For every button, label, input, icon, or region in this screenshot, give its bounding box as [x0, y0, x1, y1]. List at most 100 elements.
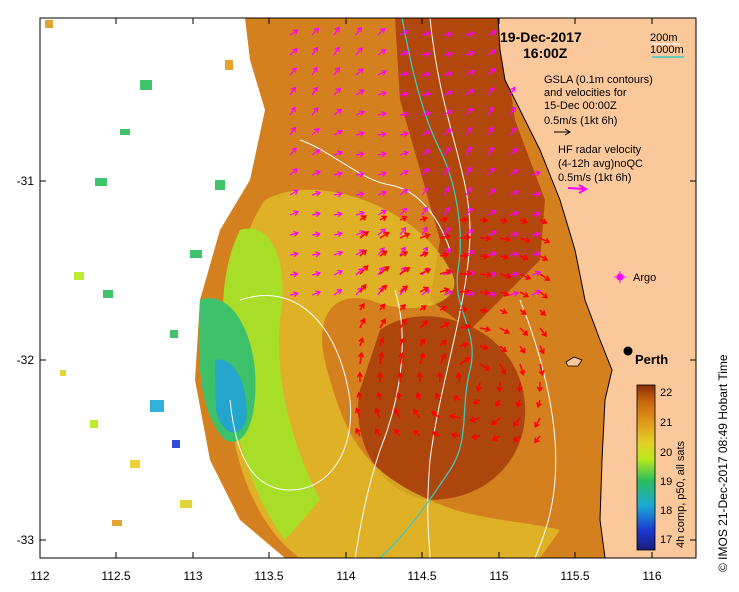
hf-arrow	[459, 288, 471, 295]
gsla-arrow	[421, 30, 432, 37]
hf-arrow	[379, 231, 390, 239]
hf-arrow	[499, 327, 510, 334]
perth-marker	[623, 346, 633, 356]
hf-arrow	[399, 318, 407, 329]
hf-arrow	[396, 391, 403, 401]
x-tick-label: 113.5	[254, 569, 283, 583]
hf-arrow	[399, 267, 411, 275]
hf-arrow	[398, 351, 405, 365]
gsla-arrow	[443, 109, 453, 116]
hf-arrow	[499, 272, 512, 280]
gsla-arrow	[509, 127, 517, 136]
gsla-arrow	[399, 150, 410, 157]
gsla-arrow	[509, 231, 519, 238]
gsla-arrow	[509, 251, 519, 258]
sst-scatter	[45, 20, 233, 526]
gsla-arrow	[311, 106, 319, 116]
gsla-arrow	[465, 166, 472, 176]
hf-arrow	[354, 407, 361, 419]
gsla-arrow	[487, 49, 497, 56]
hf-arrow	[519, 254, 529, 261]
gsla-arrow	[355, 110, 366, 116]
hf-arrow	[359, 231, 370, 239]
gsla-arrow	[289, 86, 296, 96]
hf-arrow	[513, 417, 521, 428]
hf-radar-velocity-arrows	[354, 215, 551, 444]
isobath-200m	[379, 18, 473, 558]
gsla-arrow	[487, 188, 496, 196]
gsla-arrow	[377, 190, 388, 196]
gsla-arrow	[355, 191, 365, 198]
gsla-arrow	[421, 91, 431, 98]
hf-arrow	[379, 284, 388, 293]
legend-200m-label: 200m	[650, 32, 678, 44]
hf-arrow	[439, 216, 449, 223]
gsla-arrow	[399, 50, 410, 57]
gsla-arrow	[289, 271, 299, 278]
gsla-arrow	[399, 188, 409, 196]
gsla-arrow	[399, 226, 407, 236]
gsla-arrow	[421, 187, 429, 196]
hf-arrow	[499, 253, 510, 261]
hf-scale-arrow	[567, 184, 589, 194]
hf-arrow	[419, 286, 430, 293]
hf-arrow	[499, 363, 507, 375]
hf-arrow	[419, 215, 429, 222]
hf-arrow	[539, 255, 549, 261]
gsla-arrow	[531, 251, 541, 257]
x-tick-label: 112	[30, 569, 49, 583]
gsla-arrow	[333, 150, 344, 157]
hf-arrow	[394, 428, 401, 437]
perth-label: Perth	[635, 352, 668, 367]
plot-border	[39, 17, 697, 559]
gsla-arrow	[421, 206, 428, 216]
hf-arrow	[479, 307, 489, 314]
y-tick-label: -33	[17, 533, 35, 547]
hf-arrow	[475, 381, 483, 393]
gsla-arrow	[465, 146, 472, 156]
colorbar-tick-label: 22	[660, 387, 672, 399]
hf-arrow	[459, 270, 473, 277]
gsla-arrow	[289, 67, 297, 76]
gsla-arrow	[355, 230, 365, 236]
time-label: 16:00Z	[523, 45, 568, 61]
gsla-arrow	[399, 111, 409, 118]
gsla-arrow	[465, 186, 473, 196]
hf-arrow	[534, 435, 541, 444]
gsla-arrow	[333, 191, 343, 198]
gsla-arrow	[333, 250, 344, 257]
gsla-arrow	[421, 168, 430, 176]
hf-arrow	[413, 408, 421, 419]
gsla-arrow	[311, 46, 319, 56]
hf-arrow	[455, 371, 463, 383]
gsla-arrow	[443, 51, 453, 58]
colorbar-tick-label: 21	[660, 417, 672, 429]
gsla-arrow	[421, 226, 428, 236]
gsla-arrow	[509, 271, 519, 278]
x-tick-label: 112.5	[101, 569, 130, 583]
sst-cool-ring	[228, 189, 560, 558]
hf-arrow	[538, 363, 545, 377]
hf-arrow	[435, 392, 441, 401]
hf-arrow	[491, 435, 501, 441]
hf-arrow	[479, 363, 491, 371]
gsla-arrow	[355, 151, 365, 158]
gsla-arrow	[377, 111, 387, 118]
colorbar-gradient	[636, 384, 656, 551]
hf-arrow	[459, 252, 470, 259]
gsla-arrow	[333, 231, 343, 237]
gsla-arrow	[421, 51, 431, 58]
hf-arrow	[539, 309, 546, 316]
gsla-arrow	[509, 86, 516, 96]
gsla-arrow	[311, 86, 318, 96]
gsla-arrow	[333, 87, 342, 96]
hf-arrow	[439, 287, 450, 294]
hf-arrow	[519, 237, 531, 244]
hf-arrow	[412, 429, 421, 437]
hf-arrow	[431, 410, 441, 419]
hf-arrow	[516, 381, 523, 393]
x-tick-label: 115.5	[560, 569, 589, 583]
gsla-arrow	[443, 206, 450, 216]
hf-arrow	[519, 345, 526, 354]
gsla-legend-line: GSLA (0.1m contours)	[544, 74, 653, 86]
